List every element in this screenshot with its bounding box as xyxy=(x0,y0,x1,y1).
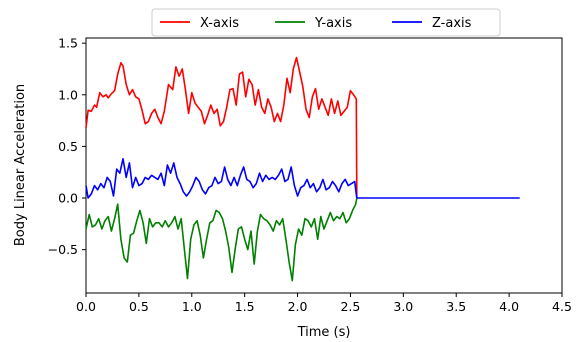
plot-area xyxy=(85,37,563,294)
legend-label: Y-axis xyxy=(314,16,352,31)
x-tick-label: 0.5 xyxy=(129,299,149,314)
x-tick-label: 1.0 xyxy=(182,299,202,314)
series-line-2 xyxy=(85,158,358,199)
x-tick-label: 3.0 xyxy=(393,299,413,314)
x-tick-label: 1.5 xyxy=(235,299,255,314)
y-tick-label: 1.0 xyxy=(58,87,78,102)
series-line-0 xyxy=(85,56,358,199)
y-tick-label: −0.5 xyxy=(48,242,78,257)
legend: X-axis Y-axis Z-axis xyxy=(151,8,501,37)
x-tick-label: 2.5 xyxy=(340,299,360,314)
y-axis-ticks: −0.5 0.0 0.5 1.0 1.5 xyxy=(48,36,86,257)
x-tick-label: 2.0 xyxy=(288,299,308,314)
y-tick-label: 0.0 xyxy=(58,191,78,206)
x-tick-label: 4.5 xyxy=(552,299,572,314)
y-tick-label: 1.5 xyxy=(58,36,78,51)
x-axis-label: Time (s) xyxy=(297,325,351,340)
series-line-1 xyxy=(85,197,358,282)
x-tick-label: 3.5 xyxy=(446,299,466,314)
legend-label: Z-axis xyxy=(432,16,472,31)
y-tick-label: 0.5 xyxy=(58,139,78,154)
legend-label: X-axis xyxy=(200,16,239,31)
y-axis-label: Body Linear Acceleration xyxy=(13,84,28,246)
x-tick-label: 4.0 xyxy=(499,299,519,314)
x-tick-label: 0.0 xyxy=(76,299,96,314)
x-axis-ticks: 0.0 0.5 1.0 1.5 2.0 2.5 3.0 3.5 4.0 4.5 xyxy=(76,293,572,314)
legend-box xyxy=(151,8,501,37)
series-layer xyxy=(85,56,520,282)
